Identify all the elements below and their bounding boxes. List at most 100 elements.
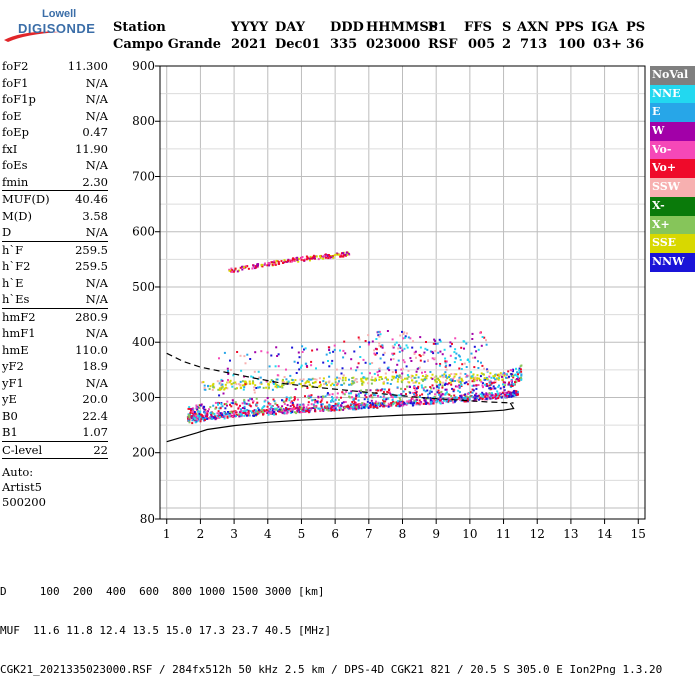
echo-point	[305, 380, 308, 383]
echo-point	[327, 408, 330, 410]
x-tick-label: 7	[365, 527, 373, 541]
echo-point	[264, 262, 266, 265]
echo-point	[465, 395, 468, 398]
param-row-b0: B0 22.4	[0, 408, 110, 425]
echo-point	[413, 399, 416, 402]
echo-point	[316, 400, 319, 403]
echo-point	[309, 255, 312, 258]
echo-point	[239, 384, 242, 387]
echo-point	[299, 408, 302, 411]
param-name: foF1	[2, 75, 29, 90]
echo-point	[479, 331, 482, 334]
echo-point	[413, 351, 416, 354]
echo-point	[328, 351, 331, 354]
echo-point	[188, 421, 191, 424]
echo-point	[453, 361, 456, 364]
echo-point	[283, 259, 286, 262]
echo-point	[505, 394, 507, 397]
echo-point	[470, 352, 473, 355]
echo-point	[200, 418, 203, 421]
autoscaling-software: Artist5	[2, 480, 42, 494]
echo-point	[246, 409, 249, 411]
echo-point	[485, 393, 488, 396]
echo-point	[422, 379, 424, 382]
echo-point	[221, 379, 224, 382]
echo-point	[359, 356, 362, 358]
echo-point	[240, 409, 243, 412]
echo-point	[454, 337, 457, 340]
echo-point	[445, 379, 447, 382]
echo-point	[477, 384, 480, 386]
legend-item-x-: X+	[650, 215, 695, 235]
echo-point	[238, 415, 241, 418]
echo-point	[388, 389, 390, 392]
param-value: 0.47	[82, 125, 108, 139]
param-name: foE	[2, 108, 22, 123]
echo-point	[243, 414, 246, 417]
echo-point	[488, 384, 491, 387]
echo-point	[296, 403, 299, 406]
echo-point	[510, 369, 513, 372]
param-name: C-level	[2, 442, 43, 457]
echo-point	[468, 396, 471, 399]
echo-point	[512, 370, 514, 373]
echo-point	[388, 405, 391, 408]
echo-point	[366, 403, 369, 406]
echo-point	[459, 385, 461, 388]
echo-point	[439, 397, 442, 400]
echo-point	[466, 383, 469, 386]
echo-point	[325, 408, 328, 411]
echo-point	[228, 415, 231, 418]
echo-point	[455, 373, 458, 376]
echo-point	[308, 394, 311, 397]
echo-point	[377, 330, 380, 333]
echo-point	[314, 408, 317, 411]
echo-point	[360, 407, 363, 410]
echo-point	[387, 391, 390, 394]
echo-point	[412, 391, 415, 394]
echo-point	[293, 260, 296, 262]
echo-point	[352, 408, 354, 411]
echo-point	[472, 396, 475, 399]
param-value: 20.0	[82, 392, 108, 406]
echo-point	[265, 409, 268, 411]
echo-point	[342, 374, 345, 377]
echo-point	[341, 379, 344, 382]
echo-point	[247, 399, 250, 402]
echo-point	[401, 367, 404, 370]
echo-point	[511, 385, 514, 387]
echo-point	[458, 396, 461, 399]
echo-point	[296, 398, 299, 401]
echo-point	[252, 380, 254, 383]
echo-point	[467, 374, 470, 377]
echo-point	[379, 333, 382, 336]
echo-point	[411, 398, 414, 401]
echo-point	[243, 405, 246, 408]
echo-point	[298, 382, 301, 385]
echo-point	[274, 413, 277, 416]
param-group-critical-frequencies: foF2 11.300 foF1 N/A foF1p N/A foE N/A foEp 0.47 f…	[0, 58, 110, 190]
echo-point	[459, 372, 462, 375]
echo-point	[445, 376, 447, 378]
echo-point	[377, 374, 379, 377]
echo-point	[322, 409, 325, 412]
echo-point	[295, 412, 298, 415]
echo-point	[431, 398, 434, 401]
echo-point	[337, 253, 340, 256]
echo-point	[424, 386, 427, 389]
echo-point	[413, 394, 416, 397]
echo-point	[483, 367, 486, 370]
echo-point	[343, 340, 346, 343]
echo-point	[212, 382, 215, 385]
echo-point	[429, 350, 432, 353]
echo-point	[277, 408, 280, 411]
echo-point	[492, 375, 495, 378]
echo-point	[226, 367, 229, 370]
echo-point	[338, 398, 340, 401]
echo-point	[447, 393, 450, 396]
echo-point	[500, 396, 503, 399]
echo-point	[279, 408, 282, 411]
param-name: MUF(D)	[2, 192, 50, 206]
echo-point	[445, 374, 447, 377]
echo-point	[300, 258, 303, 261]
